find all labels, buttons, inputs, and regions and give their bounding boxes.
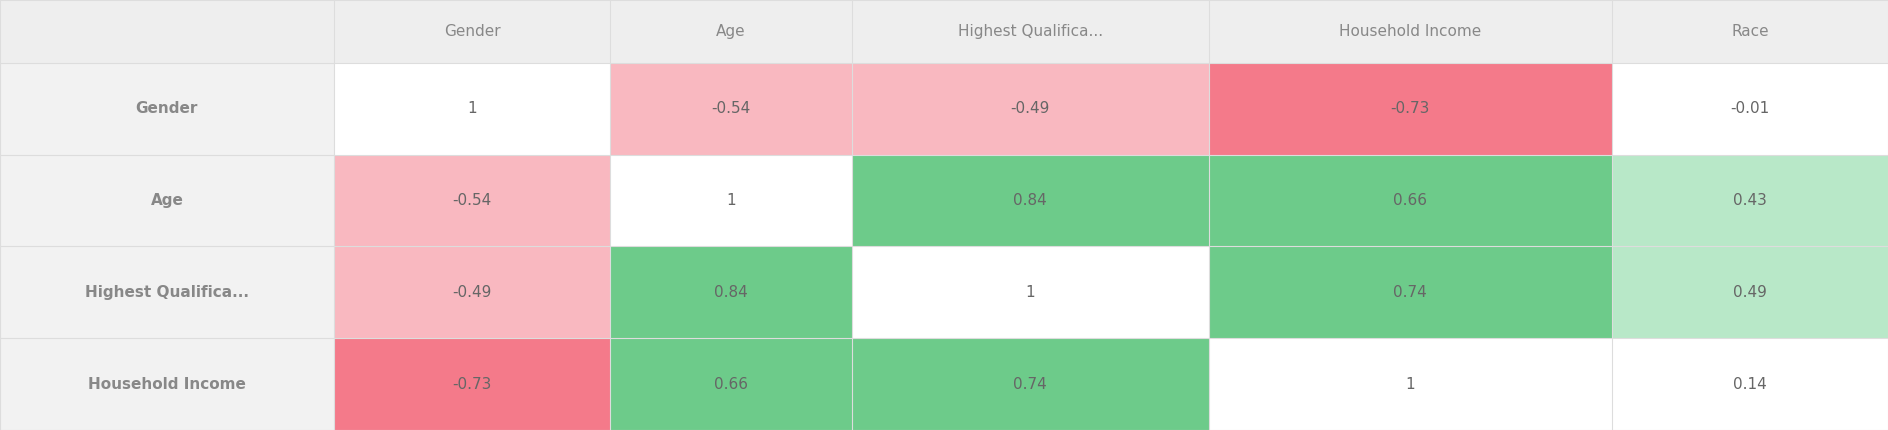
Bar [1612,63,1888,154]
Text: 1: 1 [466,101,478,116]
Text: 0.66: 0.66 [1393,193,1427,208]
Bar [0,0,334,63]
Text: 1: 1 [727,193,736,208]
Text: 0.49: 0.49 [1733,285,1767,300]
Bar [851,63,1208,154]
Bar [0,63,334,154]
Text: Household Income: Household Income [89,377,245,392]
Bar [334,338,610,430]
Bar [610,154,851,246]
Bar [334,154,610,246]
Bar [1208,63,1612,154]
Text: Gender: Gender [136,101,198,116]
Bar [610,0,851,63]
Bar [851,246,1208,338]
Text: 0.84: 0.84 [1014,193,1048,208]
Text: Gender: Gender [444,24,500,39]
Bar [334,0,610,63]
Bar [1612,154,1888,246]
Text: Age: Age [151,193,183,208]
Bar [334,63,610,154]
Bar [1612,338,1888,430]
Bar [1612,0,1888,63]
Bar [0,246,334,338]
Bar [610,338,851,430]
Bar [1208,246,1612,338]
Text: -0.54: -0.54 [453,193,491,208]
Text: -0.73: -0.73 [453,377,491,392]
Text: Highest Qualifica...: Highest Qualifica... [957,24,1103,39]
Text: 0.43: 0.43 [1733,193,1767,208]
Bar [1208,0,1612,63]
Text: 0.74: 0.74 [1014,377,1048,392]
Bar [851,154,1208,246]
Bar [0,338,334,430]
Text: Race: Race [1731,24,1769,39]
Text: Highest Qualifica...: Highest Qualifica... [85,285,249,300]
Text: 0.84: 0.84 [714,285,748,300]
Text: -0.49: -0.49 [1010,101,1050,116]
Bar [334,246,610,338]
Text: -0.01: -0.01 [1729,101,1769,116]
Bar [1612,246,1888,338]
Text: 1: 1 [1025,285,1035,300]
Text: 1: 1 [1405,377,1416,392]
Bar [851,338,1208,430]
Bar [0,154,334,246]
Bar [851,0,1208,63]
Text: Household Income: Household Income [1339,24,1482,39]
Bar [1208,338,1612,430]
Bar [1208,154,1612,246]
Bar [610,246,851,338]
Text: 0.74: 0.74 [1393,285,1427,300]
Text: -0.49: -0.49 [453,285,491,300]
Text: -0.54: -0.54 [712,101,751,116]
Text: -0.73: -0.73 [1391,101,1429,116]
Bar [610,63,851,154]
Text: 0.14: 0.14 [1733,377,1767,392]
Text: Age: Age [716,24,746,39]
Text: 0.66: 0.66 [714,377,748,392]
